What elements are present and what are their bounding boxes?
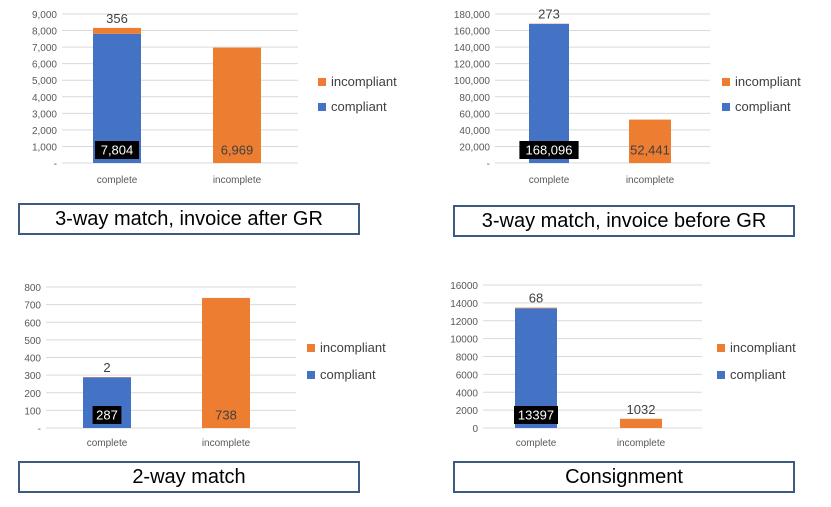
y-tick-label: 180,000	[454, 10, 491, 21]
y-tick-label: 14000	[450, 299, 478, 310]
data-label-incompliant: 68	[529, 291, 543, 306]
x-category-label: complete	[516, 438, 557, 449]
bar-incompliant	[213, 47, 261, 164]
y-tick-label: 140,000	[454, 43, 491, 54]
y-tick-label: 800	[24, 283, 41, 294]
x-category-label: incomplete	[617, 438, 666, 449]
chart-1: - 1,000 2,000 3,000 4,000 5,000 6,000 7,000 8,00…	[32, 10, 397, 186]
y-tick-label: 1,000	[32, 142, 57, 153]
y-tick-label: 40,000	[459, 126, 490, 137]
data-label-box	[95, 141, 139, 159]
y-tick-label: -	[54, 159, 57, 170]
data-label-incompliant: 52,441	[630, 143, 670, 158]
caption-chart-2: 3-way match, invoice before GR	[453, 205, 795, 237]
y-tick-label: 100,000	[454, 76, 491, 87]
data-label-box	[92, 406, 122, 424]
legend-label-incompliant: incompliant	[730, 340, 796, 355]
legend-label-incompliant: incompliant	[331, 74, 397, 89]
chart-3: - 100 200 300 400 500 600 700 800 complete 287 2 inc…	[24, 283, 386, 449]
caption-chart-1: 3-way match, invoice after GR	[18, 203, 360, 235]
y-tick-label: 16000	[450, 281, 478, 292]
y-tick-label: 5,000	[32, 76, 57, 87]
data-label-incompliant: 2	[103, 360, 110, 375]
legend-swatch-incompliant	[307, 344, 315, 352]
legend-label-compliant: compliant	[735, 99, 791, 114]
y-tick-label: 60,000	[459, 109, 490, 120]
bar-incompliant	[93, 27, 141, 34]
bar-incompliant	[629, 119, 671, 163]
y-tick-label: 2,000	[32, 126, 57, 137]
y-tick-label: 6,000	[32, 60, 57, 71]
y-tick-label: 100	[24, 406, 41, 417]
bar-incompliant	[620, 418, 662, 428]
x-category-label: incomplete	[213, 175, 262, 186]
data-label-incompliant: 738	[215, 408, 237, 423]
y-tick-label: 400	[24, 354, 41, 365]
y-tick-label: 500	[24, 336, 41, 347]
data-label-incompliant: 1032	[627, 402, 656, 417]
data-label-compliant: 13397	[518, 408, 554, 423]
y-tick-label: 10000	[450, 335, 478, 346]
x-category-label: incomplete	[202, 438, 251, 449]
y-tick-label: 160,000	[454, 27, 491, 38]
legend-swatch-incompliant	[717, 344, 725, 352]
x-category-label: complete	[87, 438, 128, 449]
y-tick-label: 8000	[456, 353, 479, 364]
y-tick-label: 300	[24, 371, 41, 382]
data-label-box	[514, 406, 558, 424]
legend-swatch-compliant	[318, 103, 326, 111]
y-tick-label: 20,000	[459, 142, 490, 153]
y-tick-label: 600	[24, 318, 41, 329]
legend-label-compliant: compliant	[730, 367, 786, 382]
y-tick-label: 6000	[456, 370, 479, 381]
y-tick-label: 700	[24, 301, 41, 312]
y-tick-label: 4,000	[32, 93, 57, 104]
x-category-label: complete	[529, 175, 570, 186]
legend-swatch-incompliant	[318, 78, 326, 86]
y-tick-label: 80,000	[459, 93, 490, 104]
y-tick-label: 2000	[456, 406, 479, 417]
y-tick-label: -	[38, 424, 41, 435]
y-tick-label: -	[487, 159, 490, 170]
data-label-compliant: 168,096	[526, 143, 573, 158]
legend-swatch-compliant	[722, 103, 730, 111]
legend-label-compliant: compliant	[331, 99, 387, 114]
legend-label-incompliant: incompliant	[320, 340, 386, 355]
data-label-incompliant: 6,969	[221, 143, 254, 158]
x-category-label: incomplete	[626, 175, 675, 186]
y-tick-label: 9,000	[32, 10, 57, 21]
data-label-incompliant: 273	[538, 7, 560, 22]
chart-4: 0 2000 4000 6000 8000 10000 12000 14000 16000 com…	[450, 281, 796, 449]
data-label-compliant: 7,804	[101, 143, 134, 158]
bar-incompliant	[202, 297, 250, 428]
x-category-label: complete	[97, 175, 138, 186]
y-tick-label: 3,000	[32, 109, 57, 120]
y-tick-label: 8,000	[32, 27, 57, 38]
legend-swatch-incompliant	[722, 78, 730, 86]
y-tick-label: 4000	[456, 388, 479, 399]
y-tick-label: 120,000	[454, 60, 491, 71]
legend-label-incompliant: incompliant	[735, 74, 801, 89]
chart-2: - 20,000 40,000 60,000 80,000 100,000 120,000 1…	[454, 7, 801, 186]
legend-swatch-compliant	[717, 371, 725, 379]
caption-chart-3: 2-way match	[18, 461, 360, 493]
data-label-incompliant: 356	[106, 11, 128, 26]
caption-chart-4: Consignment	[453, 461, 795, 493]
bar-compliant	[529, 23, 569, 163]
data-label-box	[519, 141, 579, 159]
y-tick-label: 200	[24, 389, 41, 400]
bar-incompliant	[515, 307, 557, 309]
y-tick-label: 0	[472, 424, 478, 435]
legend-swatch-compliant	[307, 371, 315, 379]
y-tick-label: 12000	[450, 317, 478, 328]
y-tick-label: 7,000	[32, 43, 57, 54]
legend-label-compliant: compliant	[320, 367, 376, 382]
data-label-compliant: 287	[96, 408, 118, 423]
